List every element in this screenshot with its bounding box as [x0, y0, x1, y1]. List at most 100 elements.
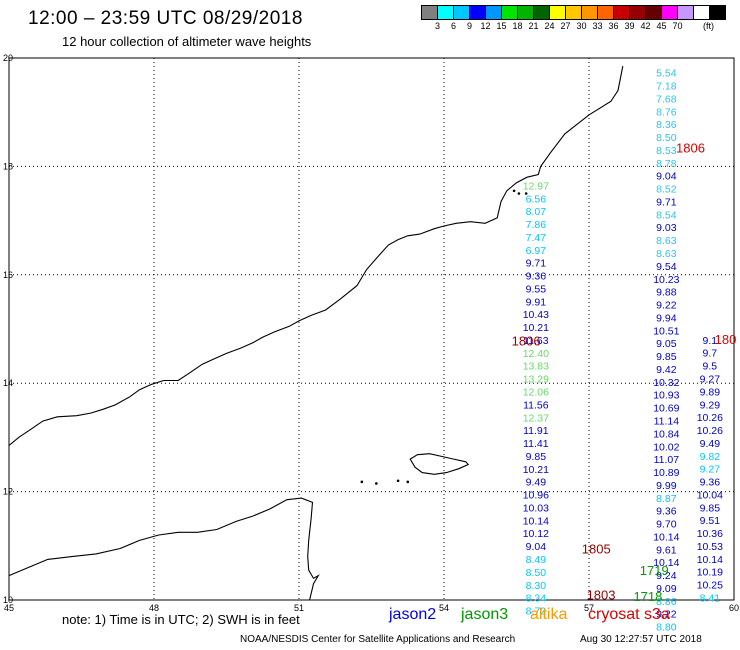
satellite-cryosat-s3a: cryosat s3a [588, 606, 670, 623]
wave-height-label: 7.86 [526, 219, 547, 231]
wave-height-label: 9.85 [700, 502, 721, 514]
islet [524, 192, 528, 195]
wave-height-label: 9.54 [656, 261, 677, 273]
track-a: 12.976.568.077.867.476.979.719.369.559.9… [523, 180, 549, 617]
satellite-jason2: jason2 [389, 606, 437, 623]
wave-height-label: 10.03 [523, 502, 549, 514]
wave-height-label: 11.63 [523, 335, 549, 347]
wave-height-label: 10.19 [697, 567, 723, 579]
x-tick-label: 48 [149, 603, 159, 613]
wave-height-label: 8.07 [526, 206, 547, 218]
wave-height-label: 10.43 [523, 309, 549, 321]
wave-height-label: 11.07 [654, 454, 680, 466]
islet [512, 189, 516, 193]
legend-swatches [421, 5, 726, 20]
wave-height-label: 9.1 [703, 335, 718, 347]
wave-height-label: 10.14 [697, 554, 723, 566]
wave-height-label: 8.54 [656, 209, 677, 221]
wave-height-label: 9.5 [703, 361, 718, 373]
wave-height-label: 9.04 [526, 541, 547, 553]
footer-note: note: 1) Time is in UTC; 2) SWH is in fe… [62, 612, 300, 627]
legend-label: 33 [592, 21, 603, 31]
wave-height-label: 9.61 [656, 544, 677, 556]
legend-label: 36 [608, 21, 619, 31]
wave-height-label: 9.29 [700, 399, 721, 411]
pass-time-labels: 1806 1806 180 1805 1803 1719 1718 [512, 140, 737, 604]
wave-height-label: 12.37 [523, 412, 549, 424]
wave-height-label: 9.71 [526, 258, 547, 270]
wave-height-label: 10.04 [697, 489, 723, 501]
legend-swatch [709, 5, 726, 20]
y-tick-label: 18 [3, 161, 13, 171]
wave-height-label: 9.99 [656, 480, 677, 492]
wave-height-label: 13.29 [523, 374, 549, 386]
wave-height-label: 7.47 [526, 232, 547, 244]
wave-height-label: 10.93 [653, 390, 679, 402]
wave-height-label: 9.7 [703, 348, 718, 360]
y-tick-label: 16 [3, 270, 13, 280]
wave-height-label: 11.14 [654, 415, 680, 427]
wave-height-label: 6.56 [526, 193, 547, 205]
wave-height-label: 10.32 [653, 377, 679, 389]
y-tick-label: 20 [3, 53, 13, 63]
legend-label: 18 [512, 21, 523, 31]
islet [517, 192, 521, 195]
wave-height-label: 8.49 [526, 554, 547, 566]
wave-height-label: 9.42 [656, 364, 677, 376]
wave-height-label: 9.89 [700, 386, 721, 398]
wave-height-label: 10.25 [697, 580, 723, 592]
wave-height-label: 9.82 [700, 451, 721, 463]
track-b: 5.547.187.688.768.368.508.538.789.048.52… [653, 68, 679, 634]
legend-label: 39 [624, 21, 635, 31]
wave-height-label: 9.94 [656, 312, 677, 324]
wave-height-label: 8.63 [656, 235, 677, 247]
wave-height-label: 8.76 [656, 106, 677, 118]
pass-time-label: 1718 [633, 589, 662, 604]
wave-height-label: 11.91 [523, 425, 549, 437]
socotra-island [409, 453, 470, 475]
pass-time-label: 180 [715, 332, 737, 347]
x-tick-label: 51 [294, 603, 304, 613]
legend-label: 70 [672, 21, 683, 31]
legend-label: 24 [544, 21, 555, 31]
wave-height-label: 8.50 [526, 567, 547, 579]
x-tick-label: 60 [729, 603, 739, 613]
wave-height-label: 6.97 [526, 245, 547, 257]
islet [375, 482, 378, 485]
wave-height-label: 10.02 [653, 441, 679, 453]
wave-height-label: 9.51 [700, 515, 721, 527]
wave-height-label: 10.89 [653, 467, 679, 479]
wave-height-label: 10.21 [523, 464, 549, 476]
y-tick-label: 14 [3, 378, 13, 388]
wave-height-label: 5.54 [656, 68, 677, 80]
legend-label: 21 [528, 21, 539, 31]
wave-height-label: 9.09 [656, 583, 677, 595]
wave-height-label: 9.85 [656, 351, 677, 363]
legend-label: 15 [496, 21, 507, 31]
legend-label: 9 [466, 21, 473, 31]
wave-height-label: 10.14 [523, 515, 549, 527]
islet [406, 480, 410, 484]
legend-label: 45 [656, 21, 667, 31]
axis-ticks: 45 48 51 54 57 60 10 12 14 16 18 20 [3, 53, 739, 613]
wave-height-label: 9.49 [526, 477, 547, 489]
wave-height-label: 8.72 [526, 606, 547, 618]
wave-height-label: 9.71 [656, 196, 677, 208]
satellite-altika: altika [530, 606, 568, 623]
pass-time-label: 1806 [512, 333, 541, 348]
wave-height-label: 9.36 [700, 477, 721, 489]
x-tick-label: 57 [584, 603, 594, 613]
wave-height-label: 9.88 [656, 287, 677, 299]
wave-height-label: 8.50 [656, 132, 677, 144]
wave-height-label: 8.80 [656, 622, 677, 634]
wave-height-label: 10.14 [653, 531, 679, 543]
wave-height-label: 8.86 [656, 596, 677, 608]
legend-label: 12 [480, 21, 491, 31]
wave-height-label: 8.41 [700, 593, 721, 605]
pass-time-label: 1805 [582, 542, 611, 557]
wave-height-label: 10.69 [653, 403, 679, 415]
altimeter-tracks: 12.976.568.077.867.476.979.719.369.559.9… [523, 68, 723, 634]
arabian-coastline [8, 65, 624, 446]
wave-height-label: 9.03 [656, 222, 677, 234]
wave-height-label: 12.06 [523, 387, 549, 399]
